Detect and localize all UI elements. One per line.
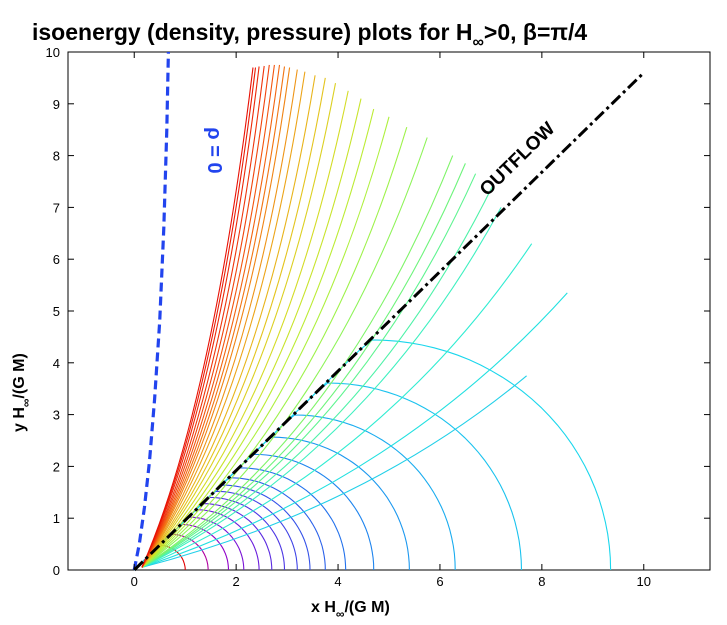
open-contour (141, 65, 265, 568)
y-tick-label: 2 (53, 459, 60, 474)
open-contour (141, 71, 306, 568)
open-contour (141, 108, 375, 568)
rho-zero-annotation: ρ = 0 (203, 127, 225, 173)
open-contour (141, 64, 281, 568)
outflow-line (133, 71, 645, 572)
open-contour (141, 66, 260, 568)
open-contour (141, 137, 428, 568)
open-contours (141, 64, 568, 568)
open-contour (141, 67, 291, 568)
open-contour (141, 292, 568, 568)
y-tick-label: 8 (53, 149, 60, 164)
open-contour (141, 67, 257, 568)
open-contour (141, 67, 254, 568)
open-contour (141, 64, 275, 568)
open-contour (141, 82, 337, 568)
open-contour (141, 75, 316, 568)
open-contour (141, 163, 466, 568)
x-tick-label: 10 (637, 574, 651, 589)
open-contour (141, 155, 454, 568)
x-tick-label: 6 (436, 574, 443, 589)
x-axis-label: x H∞/(G M) (311, 599, 390, 621)
y-tick-label: 1 (53, 511, 60, 526)
y-tick-label: 10 (46, 45, 60, 60)
y-tick-label: 9 (53, 97, 60, 112)
rho-zero-curve (132, 51, 170, 571)
open-contour (141, 173, 477, 568)
open-contour (141, 98, 362, 568)
y-tick-label: 6 (53, 252, 60, 267)
open-contour (141, 183, 494, 568)
open-contour (141, 77, 326, 568)
open-contour (141, 116, 390, 568)
open-contour (141, 243, 533, 568)
open-contour (141, 66, 286, 568)
y-axis-ticks: 0 1 2 3 4 5 6 7 8 9 10 (46, 45, 710, 578)
x-tick-label: 8 (538, 574, 545, 589)
y-tick-label: 5 (53, 304, 60, 319)
plot-frame (67, 51, 711, 571)
x-tick-label: 4 (334, 574, 341, 589)
open-contour (141, 69, 298, 568)
y-tick-label: 7 (53, 200, 60, 215)
y-tick-label: 0 (53, 563, 60, 578)
open-contour (141, 126, 408, 568)
y-tick-label: 4 (53, 356, 60, 371)
open-contour (141, 64, 270, 568)
open-contour (141, 375, 527, 568)
x-tick-label: 0 (131, 574, 138, 589)
open-contour (141, 90, 349, 568)
x-axis-ticks: 0 2 4 6 8 10 (131, 52, 651, 589)
open-contour (141, 207, 502, 568)
x-tick-label: 2 (233, 574, 240, 589)
y-tick-label: 3 (53, 408, 60, 423)
y-axis-label: y H∞/(G M) (11, 353, 33, 432)
chart-title: isoenergy (density, pressure) plots for … (32, 19, 587, 51)
